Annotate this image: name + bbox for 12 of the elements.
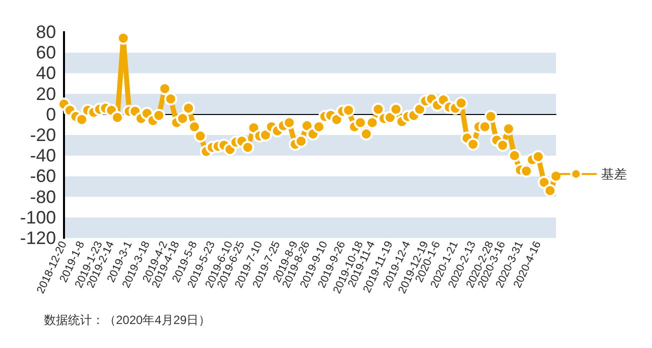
y-tick-label: -80 <box>30 186 56 207</box>
y-tick-label: 80 <box>36 22 56 42</box>
y-tick-label: -20 <box>30 125 56 145</box>
y-tick-label: -100 <box>20 207 56 228</box>
y-tick-label: 0 <box>46 104 56 124</box>
y-tick-label: 40 <box>36 63 56 84</box>
y-tick-label: -60 <box>30 166 56 186</box>
y-tick-label: -40 <box>30 146 56 166</box>
y-tick-label: 20 <box>36 84 56 104</box>
legend-label: 基差 <box>601 166 627 182</box>
text: 数据统计：（2020年4月29日） <box>44 313 211 327</box>
y-tick-label: 60 <box>36 42 56 63</box>
